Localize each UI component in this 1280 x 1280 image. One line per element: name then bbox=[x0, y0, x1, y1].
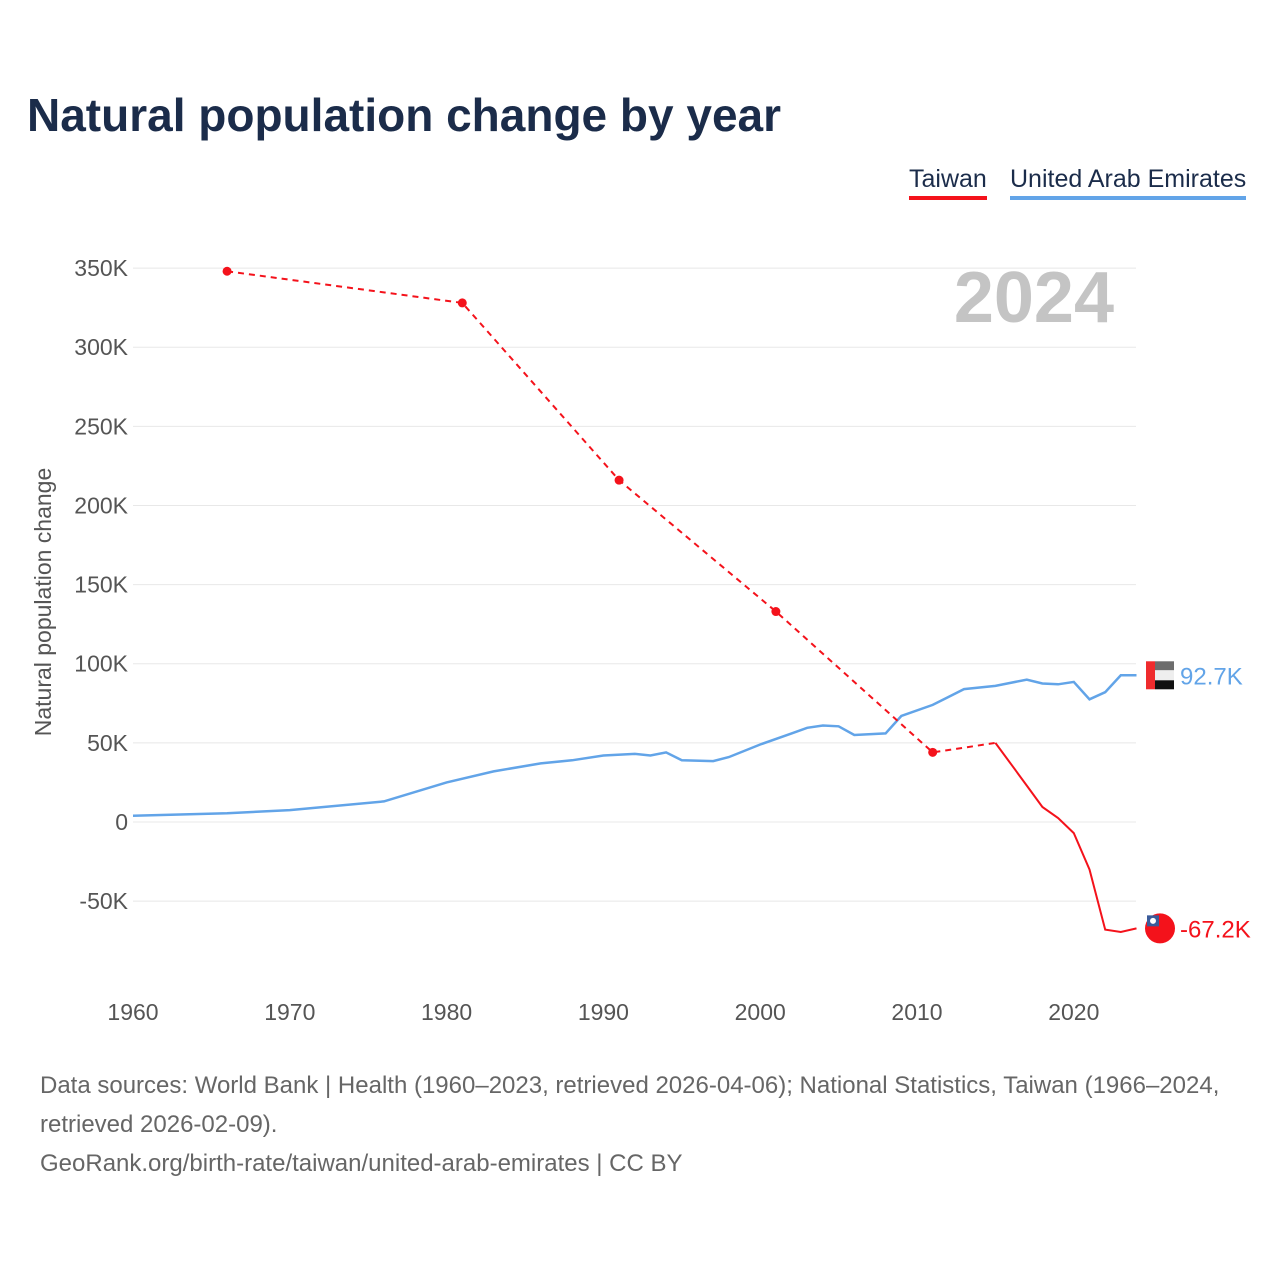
uae-flag-red bbox=[1146, 661, 1155, 690]
y-axis-label: Natural population change bbox=[30, 468, 56, 737]
x-tick-label: 1980 bbox=[421, 999, 472, 1025]
taiwan-dashed-line bbox=[226, 270, 996, 754]
y-tick-label: 50K bbox=[87, 730, 129, 756]
data-sources: Data sources: World Bank | Health (1960–… bbox=[40, 1072, 1220, 1138]
x-tick-label: 1960 bbox=[107, 999, 158, 1025]
y-tick-label: 350K bbox=[74, 255, 128, 281]
x-tick-label: 1970 bbox=[264, 999, 315, 1025]
x-tick-label: 2020 bbox=[1048, 999, 1099, 1025]
taiwan-data-point bbox=[614, 475, 624, 485]
y-tick-label: 150K bbox=[74, 572, 128, 598]
footer: Data sources: World Bank | Health (1960–… bbox=[40, 1066, 1250, 1183]
taiwan-flag-sun bbox=[1150, 917, 1156, 924]
chart-title: Natural population change by year bbox=[27, 89, 782, 141]
x-tick-label: 1990 bbox=[578, 999, 629, 1025]
source-link[interactable]: GeoRank.org/birth-rate/taiwan/united-ara… bbox=[40, 1150, 683, 1177]
taiwan-end-label: -67.2K bbox=[1180, 916, 1251, 943]
taiwan-data-point bbox=[222, 266, 232, 276]
taiwan-data-point bbox=[771, 607, 781, 617]
uae-line bbox=[132, 674, 1137, 817]
y-tick-label: 250K bbox=[74, 413, 128, 439]
y-tick-label: 100K bbox=[74, 651, 128, 677]
uae-flag-green bbox=[1155, 661, 1174, 671]
y-tick-label: 200K bbox=[74, 492, 128, 518]
line-chart: 350K 300K 250K 200K 150K 100K 50K 0 -50K 1960 1970… bbox=[30, 255, 1251, 1025]
legend-uae[interactable]: United Arab Emirates bbox=[1010, 165, 1247, 200]
taiwan-data-point bbox=[928, 747, 938, 757]
uae-flag-black bbox=[1155, 680, 1174, 690]
y-tick-label: 0 bbox=[115, 809, 128, 835]
x-tick-label: 2000 bbox=[735, 999, 786, 1025]
taiwan-data-point bbox=[457, 298, 467, 308]
uae-flag-white bbox=[1155, 670, 1174, 681]
year-label: 2024 bbox=[954, 258, 1114, 338]
legend-taiwan[interactable]: Taiwan bbox=[909, 165, 987, 200]
y-tick-label: 300K bbox=[74, 334, 128, 360]
y-tick-label: -50K bbox=[79, 888, 128, 914]
x-tick-label: 2010 bbox=[891, 999, 942, 1025]
taiwan-line bbox=[994, 742, 1137, 934]
uae-end-label: 92.7K bbox=[1180, 663, 1243, 690]
